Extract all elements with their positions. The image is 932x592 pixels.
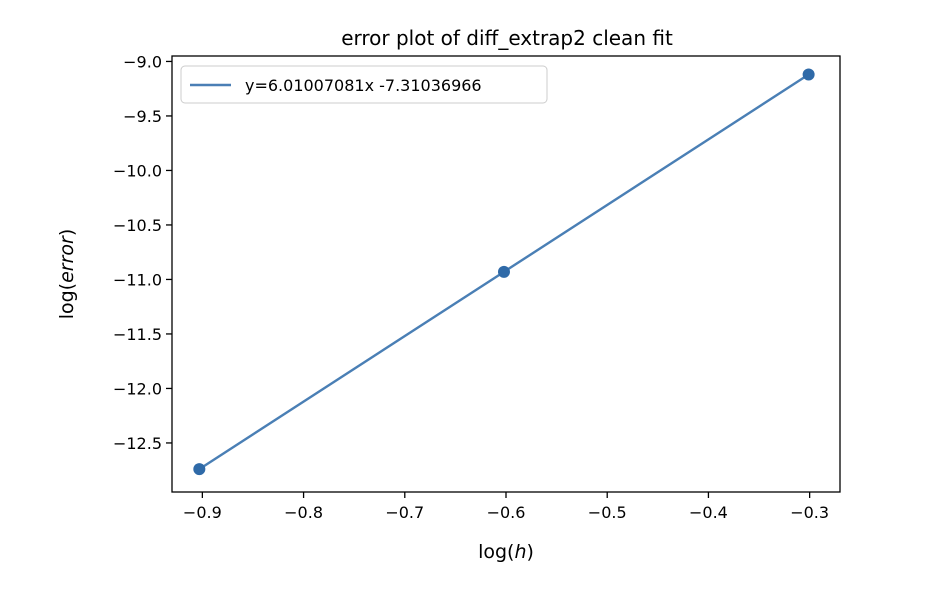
x-tick-label: −0.8 (284, 503, 323, 522)
x-tick-label: −0.7 (385, 503, 424, 522)
y-tick-label: −11.0 (113, 270, 162, 289)
legend-box (180, 65, 548, 104)
x-tick-label: −0.9 (183, 503, 222, 522)
x-tick-label: −0.3 (790, 503, 829, 522)
y-tick-label: −12.0 (113, 379, 162, 398)
x-axis-label-var: h (514, 541, 526, 563)
legend-label: y=6.01007081x -7.31036966 (245, 76, 482, 95)
plot-area (193, 68, 815, 476)
y-tick-label: −11.5 (113, 325, 162, 344)
data-point (497, 265, 510, 278)
y-tick-label: −10.0 (113, 161, 162, 180)
x-tick-label: −0.4 (689, 503, 728, 522)
y-axis: −9.0 −9.5 −10.0 −10.5 −11.0 −11.5 −12.0 −12.5 (113, 52, 172, 453)
y-axis-label: log(error) (56, 229, 78, 320)
x-axis: −0.9 −0.8 −0.7 −0.6 −0.5 −0.4 −0.3 (183, 492, 829, 522)
y-tick-label: −12.5 (113, 434, 162, 453)
data-point (802, 68, 815, 81)
y-tick-label: −9.0 (123, 52, 162, 71)
data-point (193, 463, 206, 476)
x-axis-label-prefix: log( (478, 541, 514, 563)
x-tick-label: −0.6 (487, 503, 526, 522)
y-axis-label-var: error (56, 235, 78, 283)
chart-title: error plot of diff_extrap2 clean fit (341, 26, 673, 50)
y-axis-label-suffix: ) (56, 229, 78, 236)
y-axis-label-prefix: log( (56, 283, 78, 319)
legend: y=6.01007081x -7.31036966 (180, 65, 548, 104)
x-tick-label: −0.5 (588, 503, 627, 522)
x-axis-label: log(h) (478, 541, 534, 563)
x-axis-label-suffix: ) (527, 541, 534, 563)
y-tick-label: −9.5 (123, 107, 162, 126)
y-tick-label: −10.5 (113, 216, 162, 235)
